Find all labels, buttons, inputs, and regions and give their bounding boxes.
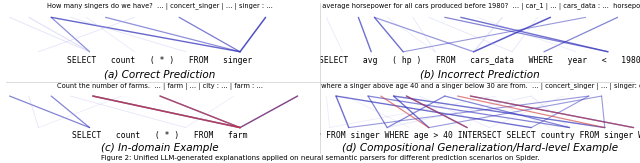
- Text: (b) Incorrect Prediction: (b) Incorrect Prediction: [420, 70, 540, 80]
- Text: SELECT   count   ( * )   FROM   farm: SELECT count ( * ) FROM farm: [72, 131, 248, 140]
- Text: Figure 2: Unified LLM-generated explanations applied on neural semantic parsers : Figure 2: Unified LLM-generated explanat…: [100, 155, 540, 161]
- Text: How many singers do we have?  … | concert_singer | … | singer : …: How many singers do we have? … | concert…: [47, 3, 273, 10]
- Text: Show countries where a singer above age 40 and a singer below 30 are from.  … | : Show countries where a singer above age …: [268, 83, 640, 90]
- Text: (a) Correct Prediction: (a) Correct Prediction: [104, 70, 216, 80]
- Text: Count the number of farms.  … | farm | … | city : … | farm : …: Count the number of farms. … | farm | … …: [57, 83, 263, 90]
- Text: What is the average horsepower for all cars produced before 1980?  … | car_1 | …: What is the average horsepower for all c…: [282, 3, 640, 10]
- Text: (c) In-domain Example: (c) In-domain Example: [101, 143, 219, 153]
- Text: SELECT country FROM singer WHERE age > 40 INTERSECT SELECT country FROM singer W: SELECT country FROM singer WHERE age > 4…: [253, 131, 640, 140]
- Text: SELECT   avg   ( hp )   FROM   cars_data   WHERE   year   <   1980: SELECT avg ( hp ) FROM cars_data WHERE y…: [319, 56, 640, 65]
- Text: SELECT   count   ( * )   FROM   singer: SELECT count ( * ) FROM singer: [67, 56, 253, 65]
- Text: (d) Compositional Generalization/Hard-level Example: (d) Compositional Generalization/Hard-le…: [342, 143, 618, 153]
